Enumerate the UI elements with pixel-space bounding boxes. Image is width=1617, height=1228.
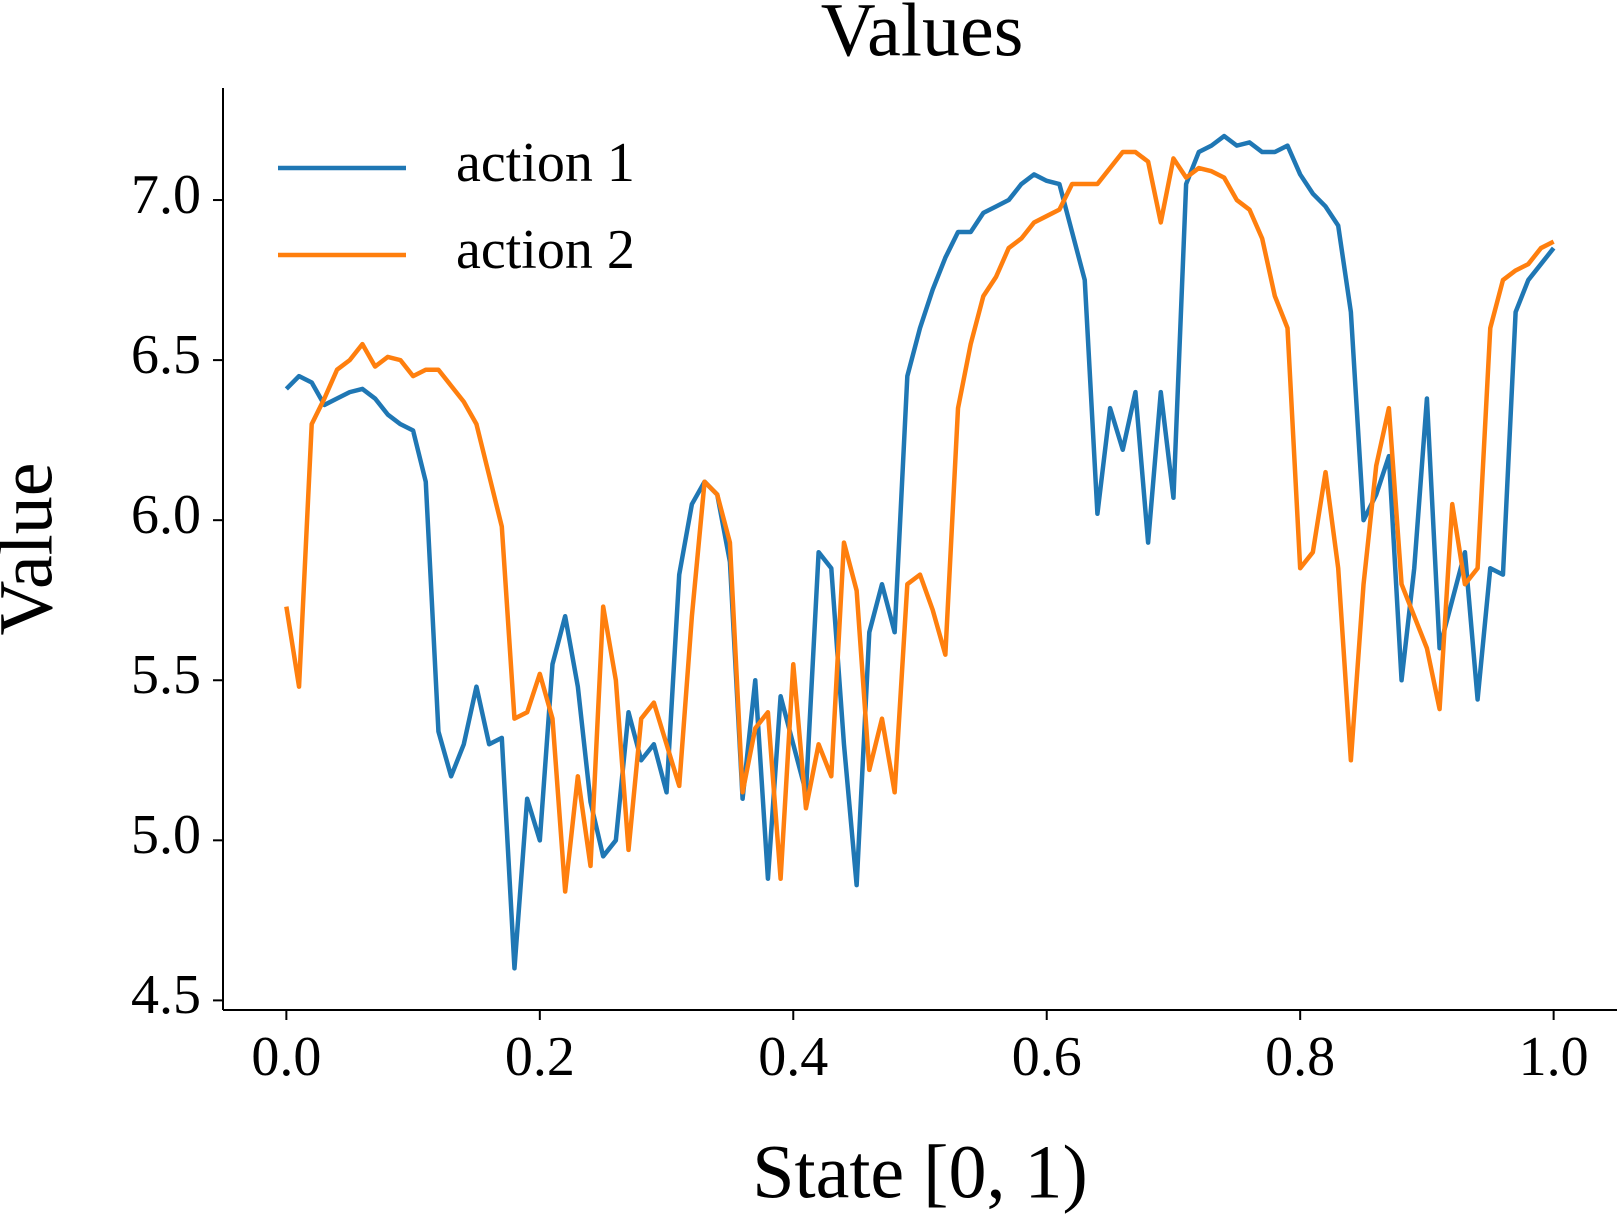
- line-series: [284, 133, 1556, 971]
- x-tick-label: 0.2: [505, 1026, 575, 1088]
- x-tick-label: 1.0: [1519, 1026, 1589, 1088]
- legend-label: action 2: [456, 219, 635, 281]
- legend-label: action 1: [456, 132, 635, 194]
- chart-title: Values: [821, 0, 1024, 72]
- x-tick-label: 0.6: [1012, 1026, 1082, 1088]
- y-tick-label: 6.5: [131, 324, 201, 386]
- line-series: [284, 149, 1555, 894]
- x-axis-label: State [0, 1): [752, 1130, 1088, 1214]
- y-tick-label: 6.0: [131, 484, 201, 546]
- y-tick-label: 5.0: [131, 804, 201, 866]
- x-tick-label: 0.4: [758, 1026, 828, 1088]
- y-tick-label: 5.5: [131, 644, 201, 706]
- x-tick-label: 0.0: [251, 1026, 321, 1088]
- y-tick-label: 7.0: [131, 164, 201, 226]
- y-axis-label: Value: [0, 462, 68, 635]
- x-tick-label: 0.8: [1265, 1026, 1335, 1088]
- y-tick-label: 4.5: [131, 964, 201, 1026]
